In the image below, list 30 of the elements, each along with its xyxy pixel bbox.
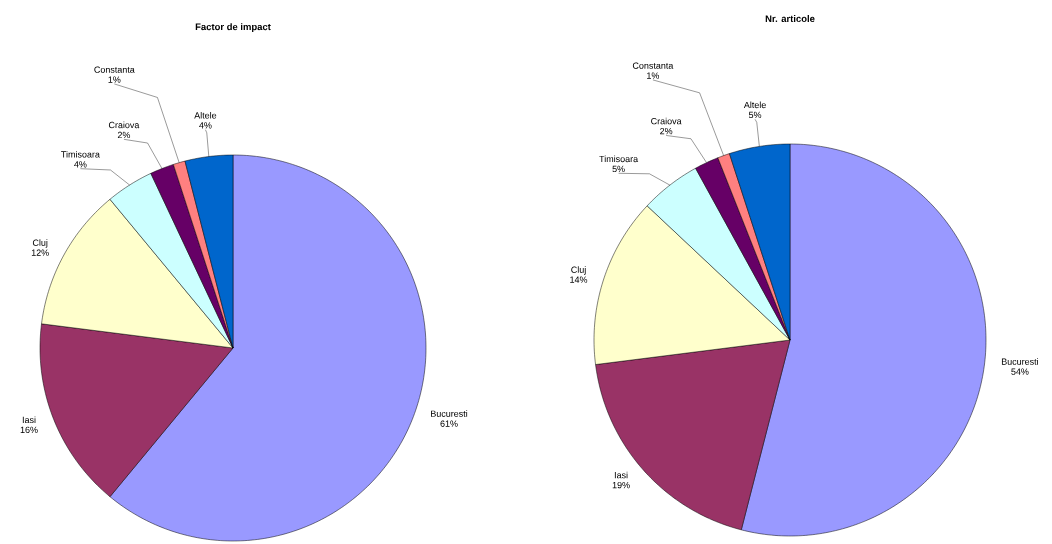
data-label: 16% bbox=[20, 426, 38, 434]
data-label: 54% bbox=[1011, 368, 1029, 375]
slice-label: Cluj bbox=[32, 239, 48, 248]
slice-label: Timisoara bbox=[599, 155, 639, 163]
slice-label: Bucuresti bbox=[1001, 358, 1038, 365]
data-label: 2% bbox=[660, 127, 673, 135]
data-label: 4% bbox=[74, 161, 87, 168]
data-label: 12% bbox=[31, 249, 49, 256]
data-label: 2% bbox=[117, 131, 131, 139]
slice-label: Craiova bbox=[651, 117, 682, 125]
slice-label: Constanta bbox=[94, 66, 135, 73]
slice-label: Timisoara bbox=[61, 150, 100, 158]
slice-label: Craiova bbox=[108, 121, 140, 129]
data-label: 4% bbox=[199, 122, 212, 129]
slice-label: Iasi bbox=[614, 471, 628, 479]
chart-title: Factor de impact bbox=[195, 23, 271, 33]
data-label: 5% bbox=[748, 111, 762, 119]
data-label: 19% bbox=[612, 481, 630, 489]
slice-label: Cluj bbox=[571, 266, 586, 275]
slice-label: Iasi bbox=[22, 416, 36, 424]
data-label: 14% bbox=[570, 276, 588, 283]
data-label: 1% bbox=[647, 72, 660, 79]
chart-title: Nr. articole bbox=[765, 15, 815, 23]
data-label: 61% bbox=[440, 420, 458, 427]
slice-label: Bucuresti bbox=[431, 410, 468, 417]
data-label: 1% bbox=[108, 76, 121, 83]
slice-label: Constanta bbox=[632, 62, 674, 69]
slice-label: Altele bbox=[743, 101, 766, 109]
data-label: 5% bbox=[612, 165, 625, 173]
slice-label: Altele bbox=[194, 112, 217, 119]
